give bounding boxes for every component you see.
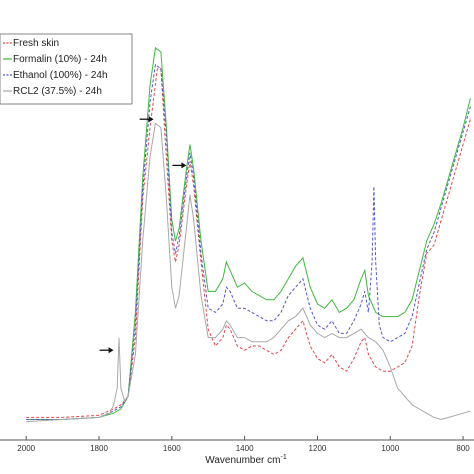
x-tick-label: 1000 (381, 444, 399, 453)
x-tick-label: 1200 (309, 444, 327, 453)
x-tick-label: 1600 (163, 444, 181, 453)
legend: Fresh skin Formalin (10%) - 24h Ethanol (1… (0, 33, 133, 105)
x-axis-label-superscript: -1 (280, 454, 286, 461)
legend-entry-label: Formalin (10%) - 24h (13, 54, 107, 65)
x-tick-label: 800 (456, 444, 470, 453)
annotation-arrow (172, 162, 187, 169)
annotation-arrow (139, 116, 154, 123)
x-axis-label-text: Wavenumber cm (205, 455, 280, 466)
x-tick-label: 1400 (236, 444, 254, 453)
legend-entry-label: RCL2 (37.5%) - 24h (13, 86, 102, 97)
legend-box (0, 33, 133, 105)
annotation-arrows (99, 116, 187, 354)
legend-entry-label: Fresh skin (13, 38, 59, 49)
x-axis-ticks: 2000 1800 1600 1400 1200 1000 800 (17, 436, 470, 453)
series-line-4 (26, 122, 471, 423)
legend-entry-label: Ethanol (100%) - 24h (13, 70, 108, 81)
series-line-3 (26, 63, 471, 420)
x-tick-label: 2000 (17, 444, 35, 453)
x-tick-label: 1800 (90, 444, 108, 453)
x-axis-label: Wavenumber cm-1 (205, 454, 287, 466)
series-layer (26, 46, 471, 423)
annotation-arrow (99, 347, 114, 354)
series-line-2 (26, 46, 471, 420)
